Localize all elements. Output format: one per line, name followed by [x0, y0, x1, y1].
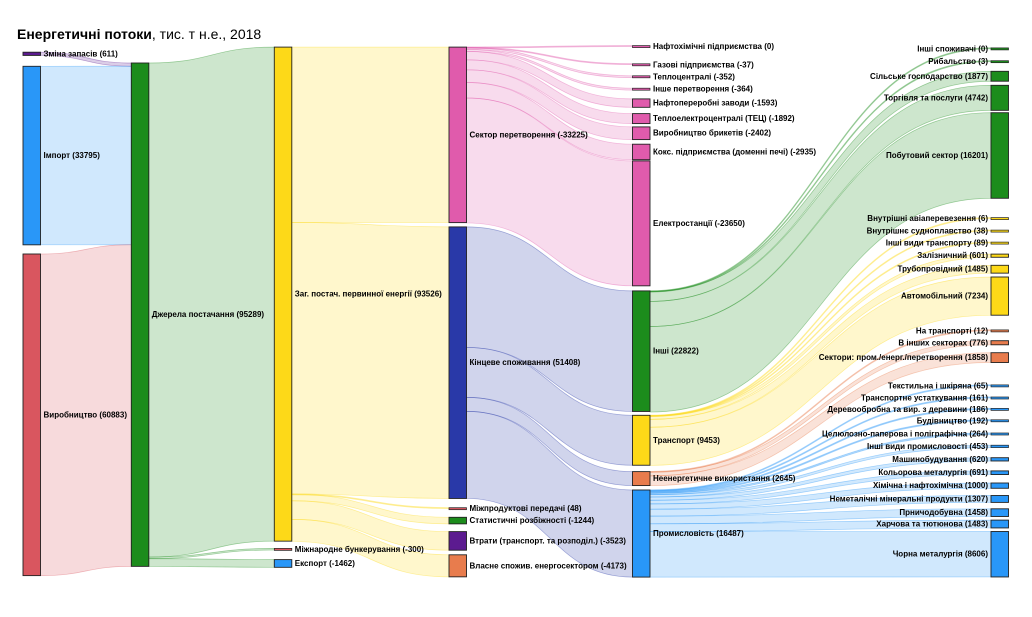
svg-text:Заг. постач. первинної енергії: Заг. постач. первинної енергії (93526) [295, 290, 442, 299]
svg-text:Власне спожив. енергосектором: Власне спожив. енергосектором (-4173) [470, 561, 627, 570]
svg-text:Машинобудування (620): Машинобудування (620) [892, 455, 988, 464]
svg-text:Кольорова металургія (691): Кольорова металургія (691) [878, 468, 988, 477]
svg-text:Виробництво брикетів (-2402): Виробництво брикетів (-2402) [653, 129, 771, 138]
svg-text:Внутрішні авіаперевезення (6): Внутрішні авіаперевезення (6) [867, 214, 988, 223]
svg-text:Електростанції (-23650): Електростанції (-23650) [653, 219, 745, 228]
svg-text:Імпорт (33795): Імпорт (33795) [44, 151, 101, 160]
svg-text:Інше перетворення (-364): Інше перетворення (-364) [653, 85, 753, 94]
svg-text:Інші види транспорту (89): Інші види транспорту (89) [886, 239, 989, 248]
svg-text:Інші (22822): Інші (22822) [653, 347, 699, 356]
svg-text:Нафтопереробні заводи (-1593): Нафтопереробні заводи (-1593) [653, 99, 778, 108]
svg-text:Промисловість (16487): Промисловість (16487) [653, 529, 744, 538]
svg-text:Транспорт (9453): Транспорт (9453) [653, 436, 720, 445]
svg-text:Сектори: пром./енерг./перетвор: Сектори: пром./енерг./перетворення (1858… [819, 353, 989, 362]
svg-text:Чорна металургія (8606): Чорна металургія (8606) [893, 550, 989, 559]
svg-text:Теплоцентралі (-352): Теплоцентралі (-352) [653, 72, 735, 81]
svg-text:Статистичні розбіжності (-1244: Статистичні розбіжності (-1244) [470, 516, 595, 525]
svg-text:Джерела постачання (95289): Джерела постачання (95289) [152, 310, 265, 319]
svg-text:Трубопровідний (1485): Трубопровідний (1485) [898, 265, 989, 274]
svg-text:Нафтохімічні підприємства (0): Нафтохімічні підприємства (0) [653, 42, 774, 51]
svg-text:Автомобільний (7234): Автомобільний (7234) [901, 292, 988, 301]
svg-text:Харчова та тютюнова (1483): Харчова та тютюнова (1483) [876, 520, 988, 529]
svg-text:На транспорті (12): На транспорті (12) [916, 326, 988, 335]
svg-text:Деревообробна та вир. з дереви: Деревообробна та вир. з деревини (186) [827, 405, 988, 414]
svg-text:Міжнародне бункерування (-300): Міжнародне бункерування (-300) [295, 545, 424, 554]
svg-text:Сільське господарство (1877): Сільське господарство (1877) [870, 72, 988, 81]
svg-text:Рибальство (3): Рибальство (3) [928, 57, 988, 66]
svg-text:Целюлозно-паперова і поліграфі: Целюлозно-паперова і поліграфічна (264) [822, 430, 988, 439]
svg-text:Будівництво (192): Будівництво (192) [917, 416, 989, 425]
svg-text:Транспортне устаткування (161): Транспортне устаткування (161) [861, 394, 988, 403]
svg-text:Експорт (-1462): Експорт (-1462) [295, 559, 355, 568]
svg-text:Інші споживачі (0): Інші споживачі (0) [917, 44, 988, 53]
svg-text:Побутовий сектор (16201): Побутовий сектор (16201) [886, 151, 988, 160]
svg-text:Неметалічні мінеральні продукт: Неметалічні мінеральні продукти (1307) [830, 494, 989, 503]
svg-text:Кінцеве споживання (51408): Кінцеве споживання (51408) [470, 358, 581, 367]
svg-text:Внутрішнє судноплавство (38): Внутрішнє судноплавство (38) [867, 227, 989, 236]
svg-text:Неенергетичне використання (26: Неенергетичне використання (2645) [653, 474, 796, 483]
svg-text:Залізничний (601): Залізничний (601) [917, 251, 988, 260]
svg-text:Газові підприємства (-37): Газові підприємства (-37) [653, 60, 754, 69]
svg-text:Виробництво (60883): Виробництво (60883) [44, 410, 128, 419]
svg-text:Текстильна і шкіряна (65): Текстильна і шкіряна (65) [888, 381, 988, 390]
svg-text:Втрати (транспорт. та розподіл: Втрати (транспорт. та розподіл.) (-3523) [470, 536, 627, 545]
svg-text:Енергетичні потоки, тис. т н.е: Енергетичні потоки, тис. т н.е., 2018 [17, 26, 261, 42]
svg-text:Міжпродуктові передачі (48): Міжпродуктові передачі (48) [470, 504, 582, 513]
svg-text:Кокс. підприємства (доменні пе: Кокс. підприємства (доменні печі) (-2935… [653, 147, 816, 156]
svg-text:Зміна запасів (611): Зміна запасів (611) [44, 49, 119, 58]
svg-text:Прничодобувна (1458): Прничодобувна (1458) [899, 508, 988, 517]
svg-text:Торгівля та послуги (4742): Торгівля та послуги (4742) [884, 93, 989, 102]
svg-text:Інші види промисловості (453): Інші види промисловості (453) [867, 442, 988, 451]
svg-text:В інших секторах (776): В інших секторах (776) [898, 338, 988, 347]
svg-text:Сектор перетворення (-33225): Сектор перетворення (-33225) [470, 130, 589, 139]
svg-text:Теплоелектроцентралі (ТЕЦ) (-1: Теплоелектроцентралі (ТЕЦ) (-1892) [653, 114, 795, 123]
svg-text:Хімічна і нафтохімічна (1000): Хімічна і нафтохімічна (1000) [873, 481, 988, 490]
